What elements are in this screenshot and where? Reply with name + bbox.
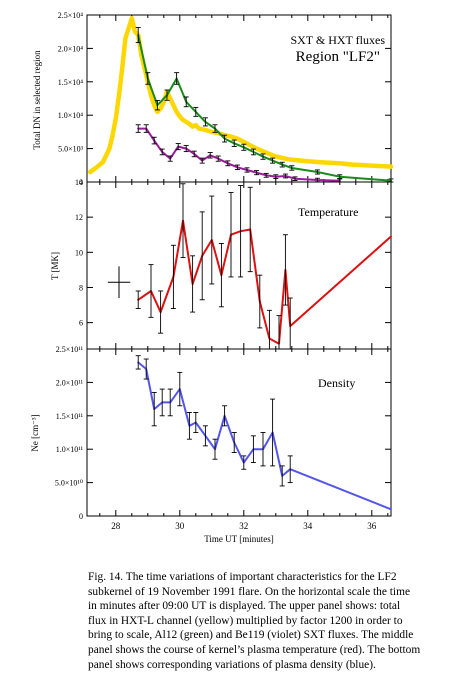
temperature-y-axis-label: T [MK] bbox=[50, 252, 60, 280]
x-tick-label: 28 bbox=[111, 521, 121, 531]
series-line bbox=[137, 219, 392, 345]
flux-y-axis-label: Total DN in selected region bbox=[32, 50, 42, 150]
y-tick-label: 10 bbox=[75, 248, 83, 257]
caption-line: panel shows corresponding variations of … bbox=[88, 658, 376, 671]
x-tick-label: 32 bbox=[239, 521, 248, 531]
y-tick-label: 8 bbox=[79, 283, 83, 292]
y-tick-label: 5.0×10³ bbox=[58, 145, 84, 154]
caption-line: bring to scale, Al12 (green) and Be119 (… bbox=[88, 629, 414, 642]
density-y-axis-label: Ne [cm⁻³] bbox=[30, 414, 40, 451]
series-line bbox=[137, 34, 392, 182]
y-tick-label: 1.0×10⁴ bbox=[58, 111, 84, 120]
y-tick-label: 12 bbox=[75, 213, 83, 222]
y-tick-label: 2.5×10¹¹ bbox=[56, 345, 84, 354]
y-tick-label: 0 bbox=[79, 178, 83, 187]
figure-chart: SXT & HXT fluxes Region "LF2" Temperatur… bbox=[30, 11, 394, 544]
y-tick-label: 2.0×10⁴ bbox=[58, 44, 84, 53]
y-tick-label: 1.0×10¹¹ bbox=[56, 445, 84, 454]
y-tick-label: 2.0×10¹¹ bbox=[56, 378, 84, 387]
density-annotation: Density bbox=[318, 376, 355, 390]
x-tick-label: 30 bbox=[175, 521, 185, 531]
x-tick-label: 34 bbox=[303, 521, 313, 531]
flux-annotation-line2: Region "LF2" bbox=[296, 49, 380, 65]
y-tick-label: 1.5×10¹¹ bbox=[56, 412, 84, 421]
caption-line: panel shows the course of kernel’s plasm… bbox=[88, 643, 421, 656]
y-tick-label: 1.5×10⁴ bbox=[58, 78, 84, 87]
y-tick-label: 5.0×10¹⁰ bbox=[55, 479, 83, 488]
series-line bbox=[87, 16, 394, 175]
temperature-annotation: Temperature bbox=[298, 205, 358, 219]
figure-caption: Fig. 14. The time variations of importan… bbox=[88, 570, 463, 672]
caption-line: subkernel of 19 November 1991 flare. On … bbox=[88, 585, 410, 598]
y-tick-label: 6 bbox=[79, 319, 83, 328]
density-panel-frame bbox=[86, 348, 392, 517]
caption-line: in minutes after 09:00 UT is displayed. … bbox=[88, 600, 401, 613]
y-tick-label: 0 bbox=[79, 512, 83, 521]
y-tick-label: 14 bbox=[75, 178, 83, 187]
y-tick-label: 2.5×10⁴ bbox=[58, 11, 84, 20]
caption-line: Fig. 14. The time variations of importan… bbox=[88, 571, 397, 583]
x-axis-label: Time UT [minutes] bbox=[204, 534, 274, 544]
caption-line: flux in HXT-L channel (yellow) multiplie… bbox=[88, 614, 403, 627]
x-tick-label: 36 bbox=[367, 521, 377, 531]
series-line bbox=[137, 127, 341, 182]
flux-annotation-line1: SXT & HXT fluxes bbox=[290, 33, 385, 47]
